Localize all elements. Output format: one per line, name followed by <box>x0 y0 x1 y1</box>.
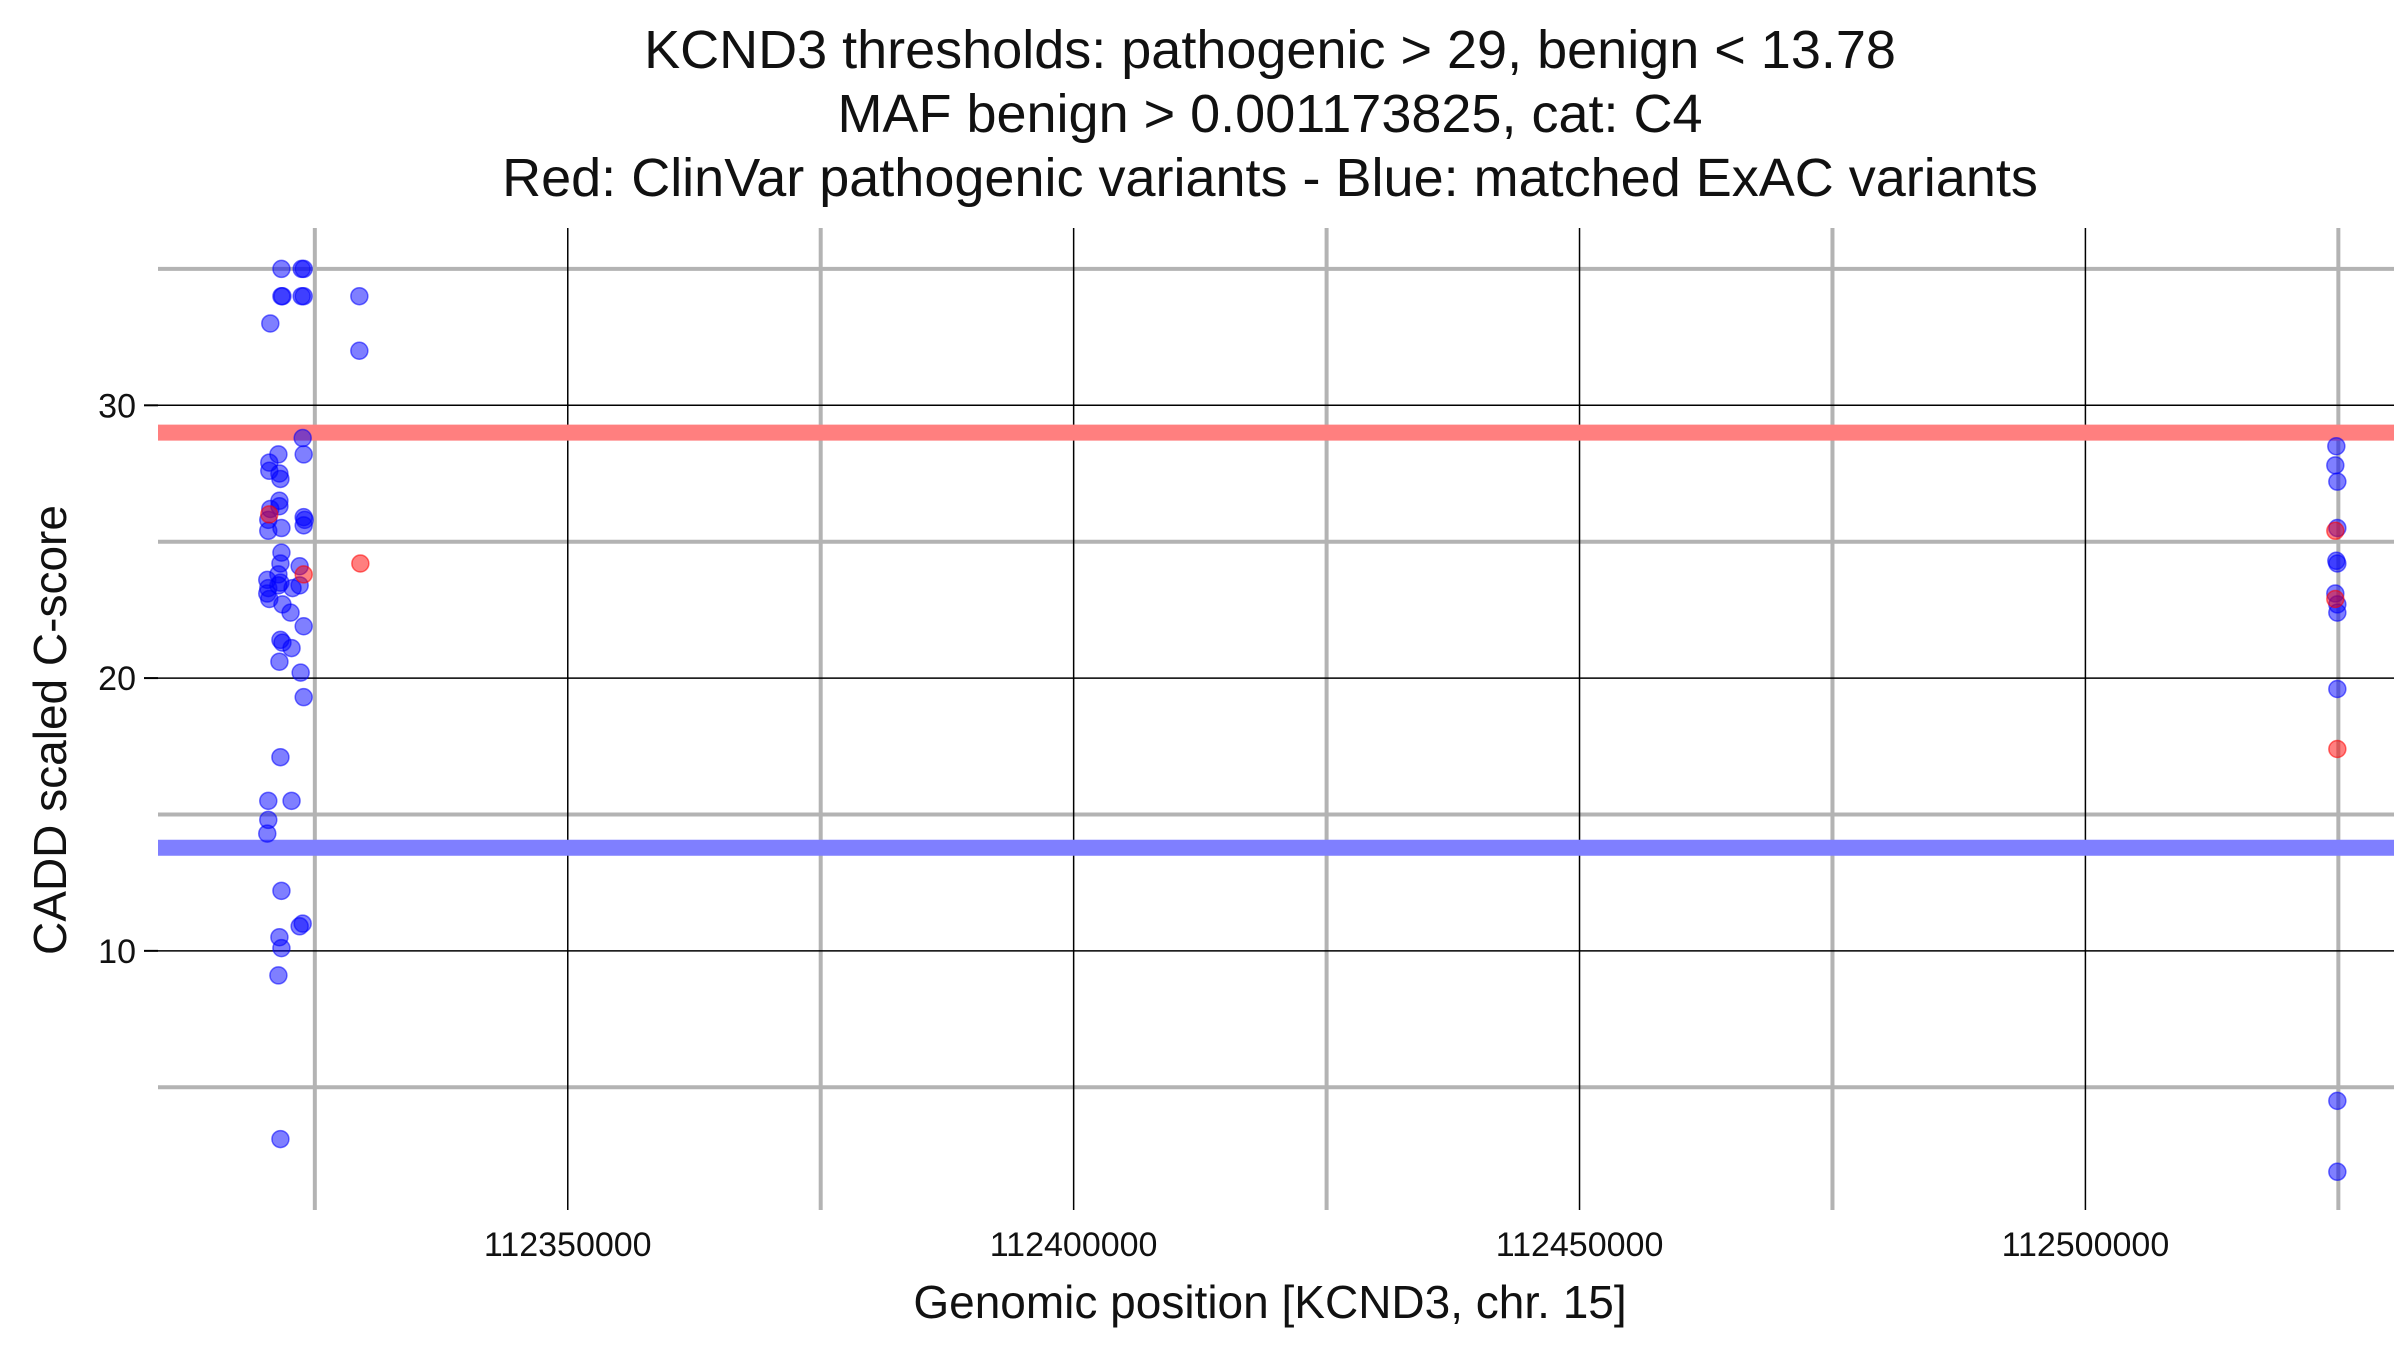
exac-point-41 <box>294 516 313 535</box>
exac-point-51 <box>258 824 277 843</box>
exac-point-48 <box>259 791 278 811</box>
exac-point-8 <box>350 286 369 306</box>
title-line-3: Red: ClinVar pathogenic variants - Blue:… <box>502 148 2038 208</box>
exac-point-56 <box>272 938 291 958</box>
exac-point-36 <box>270 652 289 671</box>
exac-point-49 <box>282 791 301 811</box>
x-tick-label-0: 112350000 <box>484 1226 652 1264</box>
x-axis-ticks: 112350000 112400000 112450000 112500000 <box>484 1226 2169 1264</box>
exac-point-45 <box>291 663 310 682</box>
exac-point-70 <box>2328 1162 2347 1182</box>
y-tick-label-0: 10 <box>98 933 136 971</box>
x-axis-label: Genomic position [KCND3, chr. 15] <box>913 1276 1626 1328</box>
y-tick-label-1: 20 <box>98 660 136 698</box>
threshold-lines <box>158 424 2394 856</box>
exac-point-37 <box>293 428 312 448</box>
exac-point-7 <box>294 286 313 306</box>
exac-point-61 <box>2328 472 2347 491</box>
exac-point-68 <box>2328 679 2347 699</box>
exac-point-32 <box>281 603 300 622</box>
exac-point-14 <box>271 469 290 489</box>
exac-point-44 <box>294 617 313 636</box>
chart-title: KCND3 thresholds: pathogenic > 29, benig… <box>502 20 2038 208</box>
y-axis-ticks: 10 20 30 <box>98 387 158 971</box>
exac-point-5 <box>294 259 313 279</box>
exac-point-60 <box>2326 456 2345 475</box>
exac-point-9 <box>350 341 369 360</box>
exac-point-54 <box>293 914 312 933</box>
clinvar-point-2 <box>351 554 370 573</box>
x-tick-label-1: 112400000 <box>990 1226 1158 1264</box>
exac-point-0 <box>272 259 291 279</box>
exac-point-20 <box>272 518 291 538</box>
exac-point-12 <box>269 445 288 464</box>
title-line-1: KCND3 thresholds: pathogenic > 29, benig… <box>644 20 1896 80</box>
y-axis-label: CADD scaled C-score <box>24 505 76 955</box>
exac-point-2 <box>273 286 292 306</box>
y-tick-label-2: 30 <box>98 387 136 425</box>
clinvar-point-4 <box>2326 589 2345 609</box>
exac-point-47 <box>271 747 290 767</box>
exac-point-69 <box>2328 1091 2347 1111</box>
exac-point-38 <box>294 445 313 464</box>
clinvar-point-0 <box>260 505 279 524</box>
exac-point-59 <box>2327 436 2346 456</box>
exac-point-46 <box>294 687 313 707</box>
clinvar-point-1 <box>294 565 313 584</box>
x-tick-label-2: 112450000 <box>1496 1226 1664 1264</box>
x-tick-label-3: 112500000 <box>2002 1226 2170 1264</box>
minor-grid <box>158 228 2394 1210</box>
title-line-2: MAF benign > 0.001173825, cat: C4 <box>837 84 1702 144</box>
exac-point-3 <box>261 314 280 333</box>
major-grid <box>158 228 2394 1210</box>
exac-point-35 <box>282 638 301 658</box>
exac-point-57 <box>269 966 288 985</box>
data-points <box>258 259 2347 1182</box>
exac-point-64 <box>2328 554 2347 573</box>
clinvar-point-5 <box>2328 739 2347 759</box>
exac-point-52 <box>272 881 291 901</box>
clinvar-point-3 <box>2326 521 2345 541</box>
exac-point-58 <box>271 1129 290 1149</box>
